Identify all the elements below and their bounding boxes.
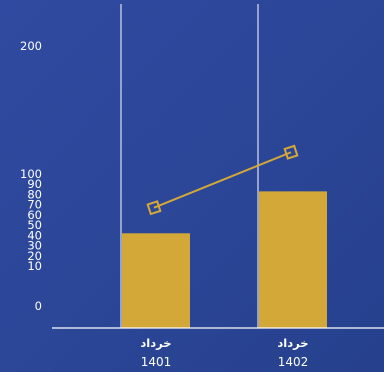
bar-1 xyxy=(122,233,190,328)
bar-series xyxy=(122,191,327,328)
y-tick-label-80: 80 xyxy=(27,187,42,201)
y-tick-label-50: 50 xyxy=(27,218,42,232)
y-tick-label-100: 100 xyxy=(20,167,42,181)
y-tick-label-90: 90 xyxy=(27,177,42,191)
x-tick-month-2: خرداد xyxy=(277,336,308,350)
y-tick-label-40: 40 xyxy=(27,228,42,242)
series-line xyxy=(153,151,292,209)
y-tick-label-30: 30 xyxy=(27,239,42,253)
line-point-2 xyxy=(283,144,299,160)
x-tick-year-1: 1401 xyxy=(141,355,172,369)
y-tick-label-60: 60 xyxy=(27,208,42,222)
y-tick-label-20: 20 xyxy=(27,249,42,263)
y-tick-label-70: 70 xyxy=(27,198,42,212)
y-tick-label-10: 10 xyxy=(27,259,42,273)
x-tick-year-2: 1402 xyxy=(278,355,309,369)
line-series xyxy=(146,144,299,216)
x-tick-month-1: خرداد xyxy=(140,336,171,350)
x-tick-labels: خرداد 1401 خرداد 1402 xyxy=(140,336,308,369)
bar-2 xyxy=(259,191,327,328)
y-tick-label-200: 200 xyxy=(20,39,42,53)
line-point-1 xyxy=(146,200,162,216)
y-tick-label-0: 0 xyxy=(35,299,42,313)
